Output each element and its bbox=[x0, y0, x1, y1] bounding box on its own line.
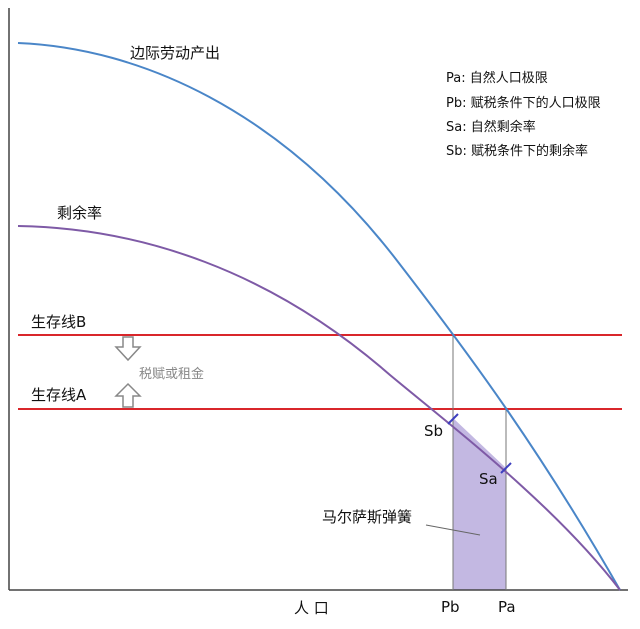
mpl-curve bbox=[17, 42, 621, 591]
area-leader-line bbox=[425, 524, 481, 536]
pb-tick-label: Pb bbox=[441, 598, 460, 616]
sb-marker bbox=[447, 413, 459, 425]
sb-label: Sb bbox=[424, 422, 443, 440]
sa-marker bbox=[500, 462, 512, 474]
surplus-curve-label: 剩余率 bbox=[57, 204, 102, 222]
sa-label: Sa bbox=[479, 470, 498, 488]
legend-pa: Pa: 自然人口极限 bbox=[446, 70, 548, 86]
mpl-curve-label: 边际劳动产出 bbox=[130, 44, 220, 62]
surplus-rate-curve bbox=[17, 225, 621, 591]
tax-note-label: 税赋或租金 bbox=[139, 366, 204, 382]
x-axis-label: 人 口 bbox=[294, 599, 329, 617]
legend-sa: Sa: 自然剩余率 bbox=[446, 119, 536, 135]
subsistence-b-label: 生存线B bbox=[31, 313, 86, 331]
subsistence-a-label: 生存线A bbox=[31, 386, 87, 404]
legend-sb: Sb: 赋税条件下的剩余率 bbox=[446, 143, 588, 159]
arrow-up-icon bbox=[114, 382, 142, 408]
area-label: 马尔萨斯弹簧 bbox=[322, 508, 412, 526]
legend-pb: Pb: 赋税条件下的人口极限 bbox=[446, 95, 601, 111]
pa-tick-label: Pa bbox=[498, 598, 516, 616]
malthusian-spring-area bbox=[453, 418, 506, 590]
arrow-down-icon bbox=[114, 336, 142, 362]
